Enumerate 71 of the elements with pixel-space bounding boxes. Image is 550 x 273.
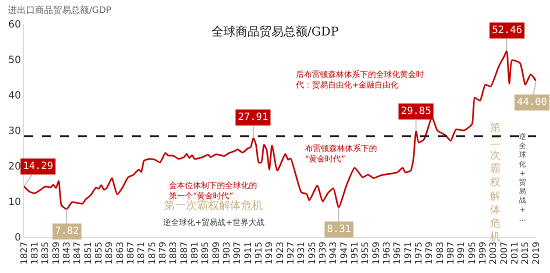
- x-tick-label: 1867: [126, 242, 137, 265]
- x-tick-label: 1843: [62, 242, 73, 265]
- x-tick-label: 2011: [510, 242, 521, 265]
- x-tick-label: 1975: [414, 242, 425, 265]
- x-tick-label: 1923: [276, 242, 286, 265]
- x-tick-label: 1827: [20, 242, 30, 265]
- y-tick-label: 0: [14, 232, 21, 244]
- x-tick-label: 1847: [73, 242, 84, 265]
- x-tick-label: 1999: [478, 241, 489, 265]
- x-tick-label: 2003: [489, 242, 500, 265]
- annotation: 44.00: [517, 97, 548, 108]
- x-tick-label: 1963: [382, 242, 393, 265]
- x-tick-label: 1947: [340, 242, 350, 265]
- x-tick-label: 1899: [212, 241, 222, 265]
- x-tick-label: 1831: [30, 242, 41, 265]
- annotation: 金本位体制下的全球化的第一个“黄金时代”: [169, 181, 257, 200]
- x-tick-label: 1927: [286, 242, 297, 265]
- y-tick-label: 40: [8, 90, 21, 102]
- y-tick-label: 60: [8, 20, 21, 30]
- x-tick-label: 1907: [233, 242, 244, 265]
- x-tick-label: 1959: [372, 241, 382, 265]
- x-tick-label: 1863: [116, 242, 126, 265]
- x-tick-label: 1967: [393, 242, 404, 265]
- annotation: 27.91: [238, 112, 268, 123]
- x-tick-label: 2007: [500, 242, 510, 265]
- x-tick-label: 1895: [201, 242, 212, 265]
- y-tick-label: 30: [8, 126, 21, 137]
- x-tick-label: 1871: [137, 242, 148, 265]
- x-tick-label: 1939: [318, 241, 329, 265]
- annotation: 逆全球化+贸易战+世界大战: [163, 218, 264, 227]
- x-tick-label: 1875: [148, 242, 158, 265]
- x-tick-label: 1987: [446, 242, 457, 265]
- chart-title: 全球商品贸易总额/GDP: [211, 24, 339, 39]
- x-tick-label: 1935: [308, 242, 318, 265]
- x-tick-label: 1859: [105, 241, 116, 265]
- annotation: 8.31: [327, 224, 352, 235]
- annotation: 后布雷顿森林体系下的全球化黄金时代：贸易自由化+金融自由化: [295, 70, 424, 90]
- x-tick-label: 1855: [94, 242, 105, 265]
- x-tick-label: 1891: [190, 242, 201, 265]
- x-tick-label: 1851: [84, 242, 94, 265]
- x-tick-label: 1971: [404, 242, 414, 265]
- x-tick-label: 1979: [425, 241, 436, 265]
- x-tick-label: 2015: [521, 242, 532, 265]
- x-tick-label: 1983: [436, 242, 446, 265]
- annotation: 布雷顿森林体系下的“黄金时代”: [305, 144, 377, 164]
- x-tick-label: 1911: [244, 242, 254, 265]
- annotation: 29.85: [401, 106, 432, 117]
- x-tick-label: 1995: [468, 242, 478, 265]
- x-tick-label: 1883: [169, 242, 180, 265]
- x-tick-label: 1931: [297, 242, 308, 265]
- x-tick-label: 1839: [52, 241, 62, 265]
- x-tick-label: 1915: [254, 242, 265, 265]
- text: 第二次霸权解体危机: [490, 122, 501, 244]
- annotation: 7.82: [55, 226, 80, 237]
- x-tick-label: 1991: [457, 242, 468, 265]
- y-tick-label: 50: [8, 55, 21, 66]
- annotation: 14.29: [23, 161, 54, 172]
- x-tick-label: 1879: [158, 241, 169, 265]
- x-tick-label: 1835: [41, 242, 52, 265]
- x-tick-label: 2019: [532, 241, 542, 265]
- y-tick-label: 20: [8, 162, 21, 172]
- annotation: 第一次霸权解体危机: [164, 199, 263, 212]
- x-tick-label: 1955: [361, 242, 372, 265]
- x-tick-label: 1943: [329, 242, 340, 265]
- y-tick-label: 10: [8, 197, 21, 208]
- x-tick-label: 1951: [350, 242, 361, 265]
- x-tick-label: 1919: [265, 241, 276, 265]
- x-tick-label: 1903: [222, 242, 233, 265]
- x-tick-label: 1887: [180, 242, 190, 265]
- y-axis-title: 进出口商品贸易总额/GDP: [8, 5, 112, 16]
- annotation: 52.46: [492, 25, 522, 36]
